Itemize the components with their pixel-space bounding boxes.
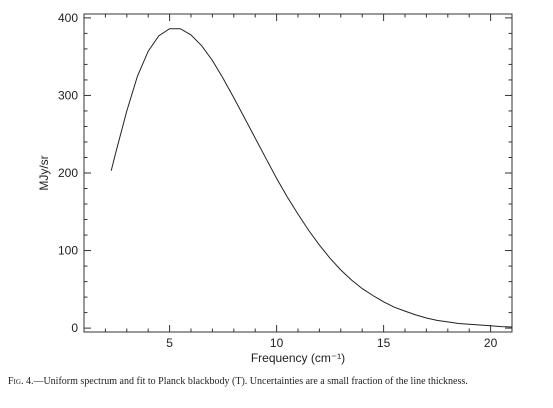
spectrum-line bbox=[110, 28, 513, 328]
caption-prefix: Fig. bbox=[8, 376, 24, 387]
x-tick-label: 10 bbox=[270, 336, 284, 350]
y-axis-label: MJy/sr bbox=[37, 155, 51, 190]
caption-text: —Uniform spectrum and fit to Planck blac… bbox=[33, 376, 468, 387]
y-tick-label: 400 bbox=[58, 11, 78, 25]
y-tick-label: 100 bbox=[58, 244, 78, 258]
x-tick-label: 20 bbox=[484, 336, 498, 350]
y-tick-label: 300 bbox=[58, 88, 78, 102]
x-tick-label: 15 bbox=[377, 336, 391, 350]
x-axis-label: Frequency (cm⁻¹) bbox=[251, 351, 345, 365]
x-tick-label: 5 bbox=[166, 336, 173, 350]
caption-number: 4. bbox=[23, 376, 34, 387]
y-tick-label: 200 bbox=[58, 166, 78, 180]
axis-ticks bbox=[84, 14, 513, 332]
plot-frame bbox=[83, 13, 513, 333]
y-tick-label: 0 bbox=[71, 321, 78, 335]
figure-caption: Fig. 4.—Uniform spectrum and fit to Plan… bbox=[8, 376, 553, 387]
